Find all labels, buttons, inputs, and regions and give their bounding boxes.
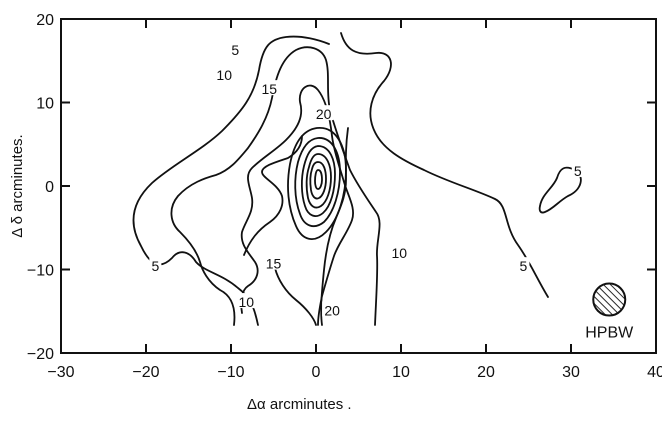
contour-label: 10 xyxy=(216,67,232,83)
x-tick-label: 40 xyxy=(647,364,662,381)
x-tick-label: 10 xyxy=(392,364,410,381)
contour-core-3 xyxy=(300,145,336,217)
contour-label-bg xyxy=(149,257,162,273)
contour-core-1 xyxy=(287,127,347,240)
contour-label: 15 xyxy=(266,256,282,272)
x-tick-label: −30 xyxy=(47,364,74,381)
x-axis-title: Δα arcminutes . xyxy=(247,396,352,413)
contour-label: 5 xyxy=(231,42,239,58)
x-tick-label: −10 xyxy=(217,364,244,381)
contour-label-bg xyxy=(259,80,280,96)
contour-20-a xyxy=(243,135,303,256)
contour-label: 20 xyxy=(324,302,340,318)
contour-5-right xyxy=(340,32,549,298)
contour-label: 15 xyxy=(261,81,277,97)
contour-5-island xyxy=(538,166,582,214)
contour-label: 5 xyxy=(574,163,582,179)
contour-5-main xyxy=(132,35,330,326)
contour-label: 10 xyxy=(239,294,255,310)
contour-lines xyxy=(132,32,582,326)
contour-label: 10 xyxy=(392,245,408,261)
x-tick-label: 30 xyxy=(562,364,580,381)
contour-label-bg xyxy=(313,105,334,121)
y-axis-title: Δ δ arcminutes. xyxy=(9,134,26,237)
contour-label-bg xyxy=(236,293,257,309)
x-tick-labels: −30 −20 −10 0 10 20 30 40 xyxy=(47,364,662,381)
contour-label-bg xyxy=(571,161,584,177)
contour-label-bg xyxy=(214,65,235,81)
contour-label: 20 xyxy=(316,106,332,122)
contour-core-4 xyxy=(305,153,332,209)
x-tick-label: 20 xyxy=(477,364,495,381)
x-tick-label: −20 xyxy=(132,364,159,381)
y-tick-labels: −20 −10 0 10 20 xyxy=(27,12,54,363)
contour-label: 5 xyxy=(520,258,528,274)
y-tick-label: −10 xyxy=(27,263,54,280)
contour-label-bg xyxy=(322,301,343,317)
contour-core-6 xyxy=(314,169,323,190)
y-tick-label: −20 xyxy=(27,346,54,363)
contour-20-c xyxy=(274,267,317,326)
contour-core-2 xyxy=(294,137,341,228)
hpbw-beam-circle xyxy=(592,282,627,317)
contour-label: 5 xyxy=(151,258,159,274)
contour-core-5 xyxy=(309,161,327,200)
contour-label-bg xyxy=(389,243,410,259)
contour-labels: 5 10 15 20 5 15 10 20 10 5 5 xyxy=(149,40,584,318)
y-tick-label: 20 xyxy=(36,12,54,29)
contour-label-bg xyxy=(517,257,530,273)
y-tick-label: 0 xyxy=(45,179,54,196)
contour-label-bg xyxy=(229,40,242,56)
contour-15 xyxy=(240,84,354,326)
contour-10 xyxy=(170,46,381,326)
contour-label-bg xyxy=(263,254,284,270)
hpbw-label: HPBW xyxy=(585,325,634,342)
x-tick-label: 0 xyxy=(312,364,321,381)
axis-ticks xyxy=(60,18,657,354)
y-tick-label: 10 xyxy=(36,96,54,113)
